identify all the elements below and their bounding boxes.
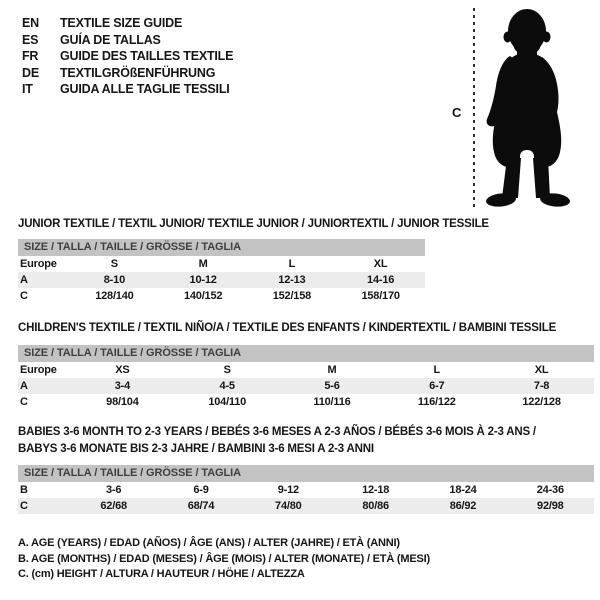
row-label-cell: B <box>20 484 28 496</box>
lang-row-fr: FR GUIDE DES TAILLES TEXTILE <box>22 48 233 65</box>
row-label-cell: C <box>20 290 28 302</box>
lang-code: EN <box>22 16 39 30</box>
babies-table-title-line2: BABYS 3-6 MONATE BIS 2-3 JAHRE / BAMBINI… <box>18 443 374 455</box>
value-cell: 140/152 <box>183 290 223 302</box>
value-cell: 8-10 <box>103 274 125 286</box>
babies-size-table: SIZE / TALLA / TAILLE / GRÖSSE / TAGLIA … <box>18 465 594 514</box>
size-cell: S <box>110 258 118 270</box>
lang-row-es: ES GUÍA DE TALLAS <box>22 32 233 49</box>
height-dimension-label: C <box>452 105 462 120</box>
lang-row-en: EN TEXTILE SIZE GUIDE <box>22 15 233 32</box>
size-header-bar: SIZE / TALLA / TAILLE / GRÖSSE / TAGLIA <box>18 239 425 256</box>
legend-note-b: B. AGE (MONTHS) / EDAD (MESES) / ÂGE (MO… <box>18 552 430 565</box>
value-cell: 86/92 <box>449 500 477 512</box>
value-cell: 9-12 <box>277 484 299 496</box>
junior-size-table: SIZE / TALLA / TAILLE / GRÖSSE / TAGLIA … <box>18 239 425 304</box>
legend-note-c: C. (cm) HEIGHT / ALTURA / HAUTEUR / HÖHE… <box>18 568 305 580</box>
value-cell: 10-12 <box>189 274 217 286</box>
size-cell: L <box>288 258 296 270</box>
value-cell: 122/128 <box>522 396 561 408</box>
table-row-sizes: Europe XS S M L XL <box>18 362 594 378</box>
value-cell: 7-8 <box>533 380 550 392</box>
size-cell: M <box>327 364 337 376</box>
value-cell: 98/104 <box>106 396 139 408</box>
table-row-months: B 3-6 6-9 9-12 12-18 18-24 24-36 <box>18 482 594 498</box>
value-cell: 104/110 <box>208 396 247 408</box>
row-label-cell: A <box>20 380 28 392</box>
language-title-list: EN TEXTILE SIZE GUIDE ES GUÍA DE TALLAS … <box>22 15 233 98</box>
lang-row-it: IT GUIDA ALLE TAGLIE TESSILI <box>22 81 233 98</box>
row-label-cell: C <box>20 500 28 512</box>
table-row-sizes: Europe S M L XL <box>18 256 425 272</box>
babies-table-title-line1: BABIES 3-6 MONTH TO 2-3 YEARS / BEBÉS 3-… <box>18 426 536 438</box>
value-cell: 14-16 <box>367 274 395 286</box>
value-cell: 3-4 <box>114 380 131 392</box>
lang-title: GUIDA ALLE TAGLIE TESSILI <box>60 82 230 96</box>
row-label-cell: Europe <box>20 258 57 270</box>
table-row-age: A 3-4 4-5 5-6 6-7 7-8 <box>18 378 594 394</box>
value-cell: 128/140 <box>95 290 134 302</box>
value-cell: 5-6 <box>324 380 340 392</box>
table-row-height: C 98/104 104/110 110/116 116/122 122/128 <box>18 394 594 410</box>
value-cell: 62/68 <box>100 500 127 512</box>
children-table-title: CHILDREN'S TEXTILE / TEXTIL NIÑO/A / TEX… <box>18 322 557 334</box>
size-cell: S <box>223 364 231 376</box>
children-size-table: SIZE / TALLA / TAILLE / GRÖSSE / TAGLIA … <box>18 345 594 410</box>
lang-row-de: DE TEXTILGRÖßENFÜHRUNG <box>22 65 233 82</box>
legend-note-a: A. AGE (YEARS) / EDAD (AÑOS) / ÂGE (ANS)… <box>18 537 400 549</box>
table-row-age: A 8-10 10-12 12-13 14-16 <box>18 272 425 288</box>
value-cell: 12-18 <box>362 484 390 496</box>
value-cell: 6-7 <box>429 380 445 392</box>
value-cell: 6-9 <box>193 484 209 496</box>
lang-title: TEXTILGRÖßENFÜHRUNG <box>60 65 216 80</box>
lang-code: DE <box>22 65 39 80</box>
size-cell: XL <box>534 364 549 376</box>
lang-code: ES <box>22 32 39 47</box>
lang-title: GUIDE DES TAILLES TEXTILE <box>60 49 234 63</box>
size-cell: M <box>198 258 208 270</box>
height-measure-dotted-line <box>473 8 475 207</box>
lang-code: FR <box>22 49 39 63</box>
value-cell: 4-5 <box>219 380 236 392</box>
lang-code: IT <box>22 82 33 96</box>
value-cell: 92/98 <box>537 500 564 512</box>
value-cell: 158/170 <box>361 290 400 302</box>
value-cell: 3-6 <box>106 484 122 496</box>
babies-table-title: BABIES 3-6 MONTH TO 2-3 YEARS / BEBÉS 3-… <box>18 424 536 458</box>
lang-title: GUÍA DE TALLAS <box>60 32 161 47</box>
row-label-cell: C <box>20 396 28 408</box>
value-cell: 12-13 <box>278 274 306 286</box>
table-row-height: C 62/68 68/74 74/80 80/86 86/92 92/98 <box>18 498 594 514</box>
size-header-bar: SIZE / TALLA / TAILLE / GRÖSSE / TAGLIA <box>18 465 594 482</box>
size-cell: L <box>433 364 441 376</box>
value-cell: 18-24 <box>449 484 477 496</box>
legend-notes: A. AGE (YEARS) / EDAD (AÑOS) / ÂGE (ANS)… <box>18 536 430 583</box>
value-cell: 152/158 <box>272 290 312 302</box>
size-cell: XL <box>373 258 388 270</box>
row-label-cell: Europe <box>20 364 57 376</box>
value-cell: 80/86 <box>362 500 389 512</box>
value-cell: 24-36 <box>536 484 564 496</box>
value-cell: 68/74 <box>187 500 215 512</box>
table-row-height: C 128/140 140/152 152/158 158/170 <box>18 288 425 304</box>
lang-title: TEXTILE SIZE GUIDE <box>60 16 183 30</box>
size-header-bar: SIZE / TALLA / TAILLE / GRÖSSE / TAGLIA <box>18 345 594 362</box>
value-cell: 116/122 <box>417 396 456 408</box>
toddler-silhouette-image <box>486 9 570 207</box>
value-cell: 74/80 <box>275 500 302 512</box>
size-cell: XS <box>115 364 130 376</box>
value-cell: 110/116 <box>313 396 351 408</box>
row-label-cell: A <box>20 274 28 286</box>
junior-table-title: JUNIOR TEXTILE / TEXTIL JUNIOR/ TEXTILE … <box>18 218 489 230</box>
